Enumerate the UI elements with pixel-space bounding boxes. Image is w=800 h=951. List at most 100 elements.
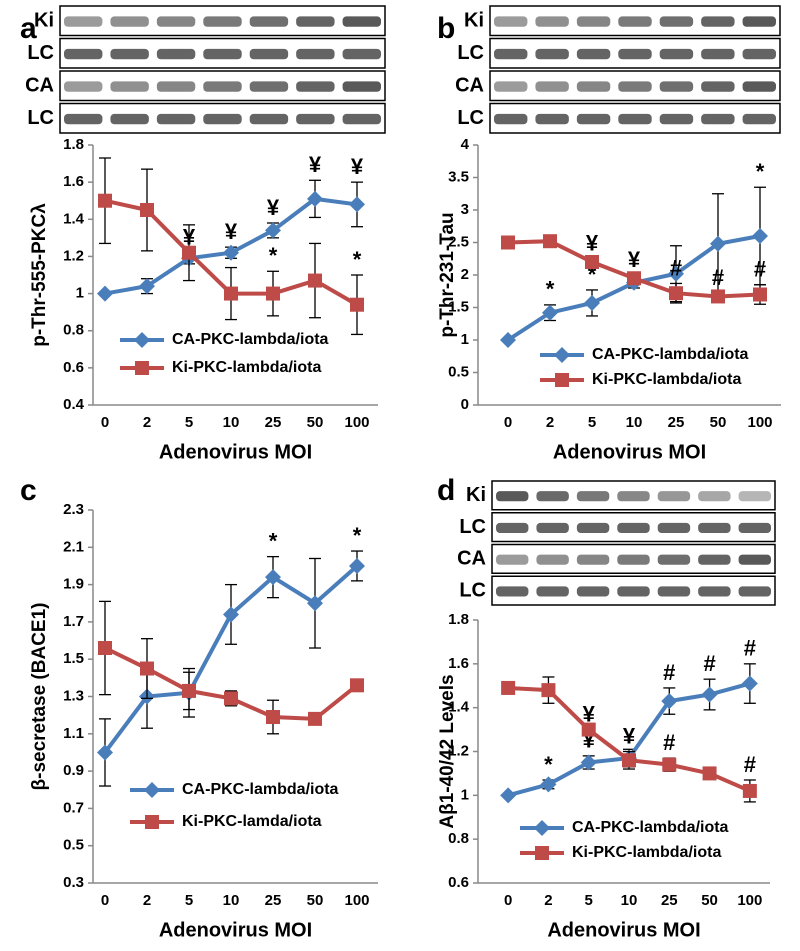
x-tick-label: 5 [588,414,596,431]
blot-band [536,586,569,597]
y-tick-label: 0.8 [63,322,84,339]
marker [266,710,280,725]
blot-band [657,586,691,597]
y-tick-label: 3 [461,201,469,218]
x-tick-label: 5 [185,414,193,431]
blot-band [535,16,569,27]
significance-mark: # [744,636,756,661]
marker [752,228,768,244]
y-tick-label: 1.8 [448,611,469,628]
significance-mark: * [588,262,597,287]
legend-marker [135,361,149,375]
blot-band [535,81,569,92]
blot-label: Ki [466,484,486,506]
y-axis-label: p-Thr-231-Tau [437,212,458,337]
blot-band [698,554,731,565]
marker [349,196,365,213]
blot-band [494,16,528,27]
blot-band [496,586,529,597]
blot-band [296,113,335,125]
significance-mark: * [269,528,278,553]
significance-mark: # [663,660,675,685]
blot-band [576,16,611,27]
marker [265,569,281,586]
x-tick-label: 100 [737,892,762,909]
y-tick-label: 0.5 [63,837,84,854]
marker [182,683,196,698]
x-tick-label: 5 [585,892,593,909]
legend-marker [145,815,159,829]
y-tick-label: 0 [461,396,469,413]
blot-band [536,522,569,534]
significance-mark: * [353,523,362,548]
blot-band [203,48,242,60]
blot-band [657,554,691,565]
blot-band [698,522,731,534]
marker [584,294,600,311]
panel-letter: d [437,474,455,507]
blot-band [110,113,149,125]
blot-band [110,81,149,92]
marker [581,722,596,737]
y-tick-label: 1 [461,786,469,803]
blot-band [110,16,149,27]
y-tick-label: 0.6 [448,874,469,891]
marker [753,287,767,302]
blot-band [738,554,771,565]
blot-band [617,522,650,534]
blot-band [342,113,381,125]
significance-mark: ¥ [267,195,280,220]
x-axis-label: Adenovirus MOI [159,441,312,463]
legend-label: Ki-PKC-lambda/iota [592,371,741,388]
significance-mark: ¥ [623,723,636,748]
x-tick-label: 10 [223,414,240,431]
y-tick-label: 0.6 [63,359,84,376]
y-tick-label: 2 [461,266,469,283]
legend-marker [555,373,569,387]
blot-band [536,491,569,502]
y-tick-label: 1.6 [448,655,469,672]
x-tick-label: 50 [307,414,324,431]
y-tick-label: 1.4 [63,210,85,227]
significance-mark: # [663,730,675,755]
x-tick-label: 100 [344,414,369,431]
blot-band [742,81,776,92]
blot-band [576,113,611,125]
blot-band [701,81,735,92]
legend-label: CA-PKC-lambda/iota [172,331,329,348]
blot-band [64,16,103,27]
y-tick-label: 0.7 [63,799,84,816]
blot-band [701,48,735,60]
blot-band [156,113,196,125]
blot-band [342,81,381,92]
blot-band [64,48,103,60]
blot-band [249,81,289,92]
marker [265,222,281,239]
marker [711,289,725,304]
blot-label: LC [459,516,486,538]
marker [97,285,113,302]
significance-mark: ¥ [351,154,364,179]
y-tick-label: 1.5 [448,298,469,315]
y-tick-label: 2.5 [448,233,469,250]
blot-band [156,16,196,27]
marker [541,683,556,698]
marker [266,286,280,301]
y-tick-label: 1.4 [448,699,470,716]
legend-label: CA-PKC-lambda/iota [572,819,729,836]
blot-band [617,554,650,565]
blot-band [249,16,289,27]
marker [500,332,516,348]
blot-band [296,16,335,27]
marker [182,245,196,260]
x-tick-label: 100 [344,892,369,909]
x-axis-label: Adenovirus MOI [159,919,312,941]
significance-mark: ¥ [583,701,596,726]
blot-band [110,48,149,60]
x-tick-label: 5 [185,892,193,909]
y-tick-label: 1.8 [63,136,84,153]
legend-marker [134,332,150,348]
blot-band [342,48,381,60]
blot-band [738,491,771,502]
